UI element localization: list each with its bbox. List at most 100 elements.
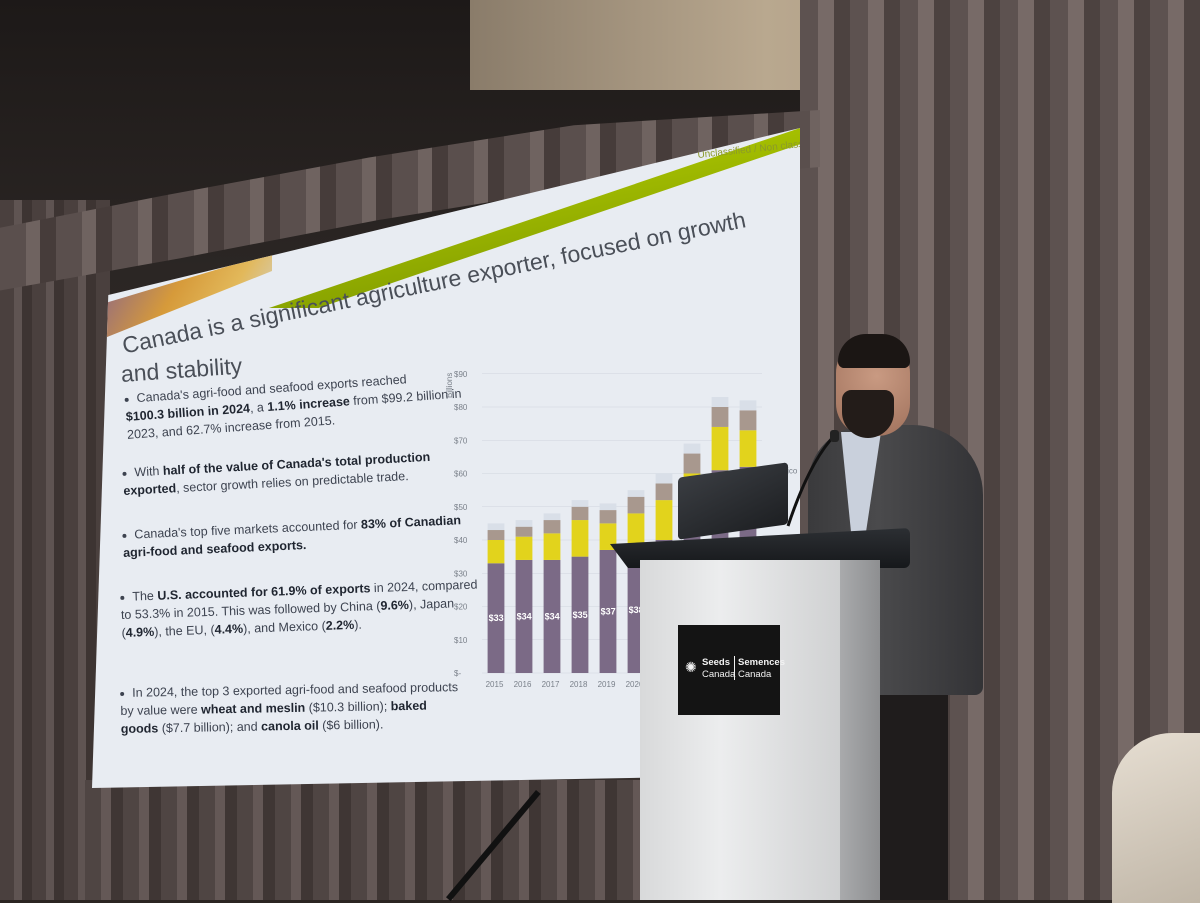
bullet-text: ), and Mexico ( (242, 618, 326, 636)
bullet-dot-icon (124, 397, 129, 402)
logo-canada-en: Canada (702, 669, 736, 680)
y-tick-label: $90 (454, 370, 468, 379)
bar-segment (711, 426, 729, 471)
speaker-legs (868, 690, 948, 900)
logo-seeds: Seeds (702, 657, 730, 668)
bullet-bold: 9.6% (380, 597, 410, 613)
bar-segment (599, 510, 617, 524)
bar-segment (627, 496, 645, 514)
bar-segment (711, 407, 729, 427)
y-tick-label: $10 (454, 636, 468, 645)
y-axis-label: Billions (445, 373, 454, 398)
y-tick-label: $70 (454, 436, 468, 445)
bar-segment (487, 540, 505, 564)
bar-segment (543, 533, 561, 560)
bullet-bold: 1.1% increase (266, 394, 351, 415)
bar-segment (515, 559, 533, 673)
microphone (786, 430, 839, 527)
bullet-us-share: The U.S. accounted for 61.9% of exports … (120, 576, 479, 642)
bullet-text: With (134, 463, 164, 480)
y-tick-label: $20 (454, 603, 468, 612)
y-tick-label: $30 (454, 569, 468, 578)
bar-segment (627, 490, 645, 497)
bullet-bold: baked (390, 698, 427, 714)
x-tick-label: 2017 (542, 680, 560, 689)
stage-skirt (85, 780, 655, 900)
bar-value-label: $37 (601, 606, 616, 616)
bar-segment (515, 520, 533, 527)
bar-segment (487, 530, 505, 540)
bar-segment (655, 483, 673, 501)
bar-segment (571, 506, 589, 521)
y-tick-label: $80 (454, 403, 468, 412)
bar-segment (487, 523, 505, 531)
bar-segment (599, 523, 617, 550)
bar-segment (683, 453, 701, 474)
bullet-bold: goods (120, 721, 159, 736)
bar-segment (599, 503, 617, 511)
bullet-bold: 4.9% (125, 624, 155, 640)
bullet-text: The (132, 588, 158, 604)
seeds-canada-sign (678, 625, 780, 715)
y-tick-label: $- (454, 669, 461, 678)
x-tick-label: 2016 (514, 680, 532, 689)
logo-canada-fr: Canada (738, 669, 772, 680)
bar-segment (711, 397, 729, 407)
x-tick-label: 2019 (598, 680, 616, 689)
bullet-top-markets: Canada's top five markets accounted for … (122, 511, 462, 562)
bar-segment (515, 526, 533, 537)
bullet-top-products: In 2024, the top 3 exported agri-food an… (120, 678, 459, 738)
bar-segment (599, 549, 617, 673)
bullet-text: , a (249, 400, 268, 416)
bar-segment (543, 513, 561, 521)
bar-segment (487, 563, 505, 673)
x-tick-label: 2015 (486, 680, 504, 689)
bar-segment (571, 520, 589, 557)
logo-divider (734, 656, 735, 680)
bullet-text: ). (353, 617, 363, 632)
bar-value-label: $34 (545, 611, 560, 621)
bar-segment (683, 443, 701, 454)
bullet-half-exported: With half of the value of Canada's total… (122, 448, 432, 500)
bar-value-label: $34 (517, 611, 532, 621)
bar-segment (627, 513, 645, 547)
chair (1112, 733, 1200, 903)
y-tick-label: $60 (454, 470, 468, 479)
bar-segment (571, 500, 589, 507)
x-tick-label: 2020 (626, 680, 644, 689)
podium (640, 560, 870, 900)
y-tick-label: $50 (454, 503, 468, 512)
bar-value-label: $35 (573, 610, 588, 620)
bullet-bold: exported (123, 481, 177, 498)
bullet-text: ), the EU, ( (153, 622, 215, 639)
bar-segment (515, 536, 533, 560)
podium-side (840, 560, 880, 900)
bullet-dot-icon (122, 471, 127, 476)
bullet-dot-icon (120, 691, 125, 696)
bar-segment (739, 400, 757, 411)
logo-semences: Semences (738, 657, 786, 668)
bar-segment (543, 520, 561, 534)
bullet-dot-icon (120, 595, 125, 600)
bullet-bold: 4.4% (214, 621, 244, 637)
bullet-text: ($7.7 billion); and (158, 719, 262, 736)
bullet-dot-icon (122, 533, 127, 538)
bullet-text: ($6 billion). (318, 717, 384, 733)
bar-segment (655, 500, 673, 540)
bar-segment (739, 410, 757, 431)
y-tick-label: $40 (454, 536, 468, 545)
bullet-text: ($10.3 billion); (305, 699, 391, 715)
bar-segment (571, 556, 589, 673)
seeds-canada-logo-icon: ✺ (685, 659, 697, 675)
bar-segment (543, 559, 561, 673)
bar-value-label: $33 (489, 613, 504, 623)
bullet-bold: canola oil (260, 718, 319, 734)
bar-value-label: $38 (629, 605, 644, 615)
bullet-bold: 2.2% (325, 617, 355, 633)
bar-segment (739, 430, 757, 467)
x-tick-label: 2018 (570, 680, 588, 689)
bar-segment (655, 473, 673, 484)
bullet-bold: wheat and meslin (200, 700, 306, 717)
speaker-beard (842, 390, 894, 438)
speaker-hair (838, 334, 910, 368)
